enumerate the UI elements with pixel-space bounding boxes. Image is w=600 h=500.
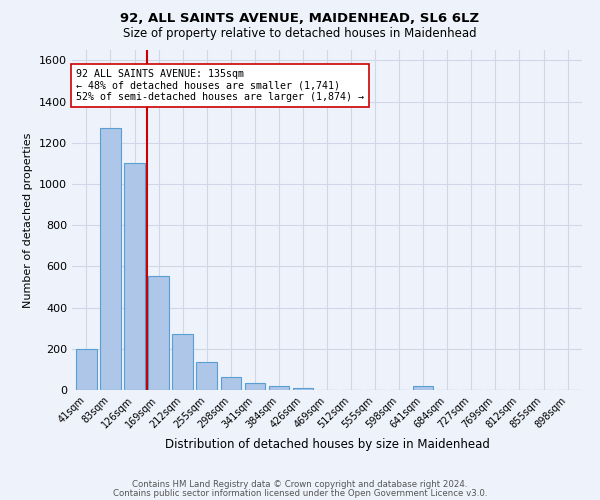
Text: 92, ALL SAINTS AVENUE, MAIDENHEAD, SL6 6LZ: 92, ALL SAINTS AVENUE, MAIDENHEAD, SL6 6… xyxy=(121,12,479,26)
Bar xyxy=(172,334,193,390)
Text: Contains public sector information licensed under the Open Government Licence v3: Contains public sector information licen… xyxy=(113,489,487,498)
Bar xyxy=(245,383,265,390)
Text: 92 ALL SAINTS AVENUE: 135sqm
← 48% of detached houses are smaller (1,741)
52% of: 92 ALL SAINTS AVENUE: 135sqm ← 48% of de… xyxy=(76,68,364,102)
Bar xyxy=(196,362,217,390)
Text: Size of property relative to detached houses in Maidenhead: Size of property relative to detached ho… xyxy=(123,28,477,40)
X-axis label: Distribution of detached houses by size in Maidenhead: Distribution of detached houses by size … xyxy=(164,438,490,451)
Text: Contains HM Land Registry data © Crown copyright and database right 2024.: Contains HM Land Registry data © Crown c… xyxy=(132,480,468,489)
Bar xyxy=(76,350,97,390)
Bar xyxy=(100,128,121,390)
Bar xyxy=(269,386,289,390)
Bar xyxy=(148,276,169,390)
Y-axis label: Number of detached properties: Number of detached properties xyxy=(23,132,34,308)
Bar xyxy=(124,164,145,390)
Bar xyxy=(413,386,433,390)
Bar xyxy=(221,377,241,390)
Bar xyxy=(293,388,313,390)
